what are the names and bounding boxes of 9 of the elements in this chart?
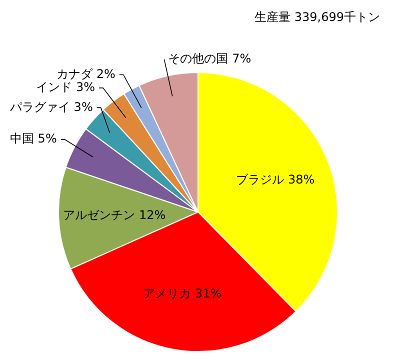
slice-label: アルゼンチン 12% — [63, 208, 166, 222]
chart-title: 生産量 339,699千トン — [254, 10, 380, 24]
slice-label: 中国 5% — [10, 132, 57, 146]
slice-label: インド 3% — [36, 80, 96, 94]
slice-label: カナダ 2% — [56, 66, 116, 81]
slice-label: パラグァイ 3% — [8, 100, 93, 114]
slice-label: アメリカ 31% — [143, 286, 222, 300]
slice-label: ブラジル 38% — [236, 172, 315, 186]
slice-label: その他の国 7% — [168, 52, 252, 66]
